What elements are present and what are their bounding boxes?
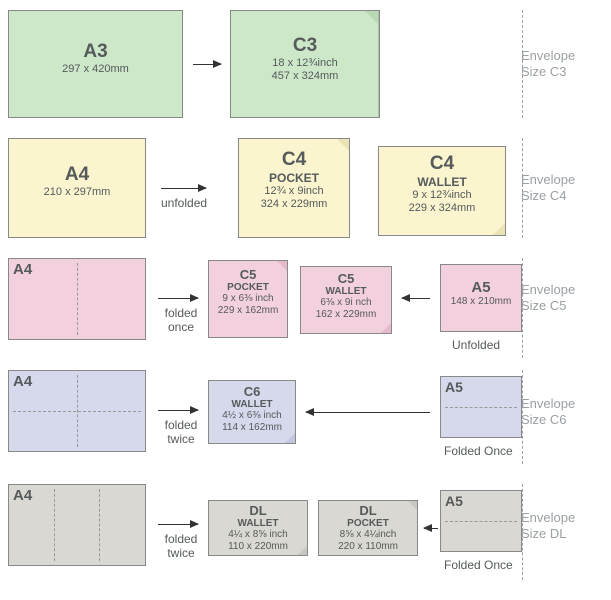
arrow-icon bbox=[158, 524, 198, 525]
envelope-c4-wallet: C4 WALLET 9 x 12¾inch 229 x 324mm bbox=[378, 146, 506, 236]
side-label-c3: Envelope Size C3 bbox=[521, 48, 599, 81]
side-label-c6: Envelope Size C6 bbox=[521, 396, 599, 429]
paper-a4-fold1: A4 bbox=[8, 258, 146, 340]
paper-a4-title: A4 bbox=[9, 164, 145, 186]
arrow-label-folded-once: folded once bbox=[156, 306, 206, 334]
envelope-dl-pocket: DL POCKET 8⅝ x 4¼inch 220 x 110mm bbox=[318, 500, 418, 556]
paper-a4: A4 210 x 297mm bbox=[8, 138, 146, 238]
env-c3-title: C3 bbox=[231, 35, 379, 57]
arrow-icon bbox=[158, 410, 198, 411]
paper-a5-fold1: A5 bbox=[440, 376, 522, 438]
envelope-c5-wallet: C5 WALLET 6⅜ x 9i nch 162 x 229mm bbox=[300, 266, 392, 334]
paper-a4-dims: 210 x 297mm bbox=[9, 186, 145, 199]
paper-a3-dims: 297 x 420mm bbox=[9, 63, 182, 76]
paper-a3: A3 297 x 420mm bbox=[8, 10, 183, 118]
arrow-icon bbox=[424, 528, 438, 529]
arrow-label-folded-twice-dl: folded twice bbox=[156, 532, 206, 560]
side-label-c4: Envelope Size C4 bbox=[521, 172, 599, 205]
paper-a4-fold3: A4 bbox=[8, 484, 146, 566]
paper-a3-title: A3 bbox=[9, 41, 182, 63]
a5-caption-foldonce-dl: Folded Once bbox=[444, 558, 513, 572]
arrow-icon bbox=[161, 188, 206, 189]
arrow-icon bbox=[402, 298, 430, 299]
env-c3-inch: 18 x 12¾inch bbox=[231, 57, 379, 70]
paper-a4-fold2: A4 bbox=[8, 370, 146, 452]
envelope-c3: C3 18 x 12¾inch 457 x 324mm bbox=[230, 10, 380, 118]
paper-a5: A5 148 x 210mm bbox=[440, 264, 522, 332]
envelope-c5-pocket: C5 POCKET 9 x 6⅜ inch 229 x 162mm bbox=[208, 260, 288, 338]
envelope-c6-wallet: C6 WALLET 4½ x 6⅜ inch 114 x 162mm bbox=[208, 380, 296, 444]
arrow-label-folded-twice: folded twice bbox=[156, 418, 206, 446]
envelope-c4-pocket: C4 POCKET 12¾ x 9inch 324 x 229mm bbox=[238, 138, 350, 238]
arrow-icon bbox=[193, 64, 221, 65]
paper-a5-fold-dl: A5 bbox=[440, 490, 522, 552]
side-label-dl: Envelope Size DL bbox=[521, 510, 599, 543]
arrow-icon bbox=[158, 298, 198, 299]
env-c3-mm: 457 x 324mm bbox=[231, 70, 379, 83]
a5-caption-foldonce: Folded Once bbox=[444, 444, 513, 458]
envelope-dl-wallet: DL WALLET 4¼ x 8⅝ inch 110 x 220mm bbox=[208, 500, 308, 556]
arrow-icon bbox=[306, 412, 430, 413]
arrow-label-unfolded: unfolded bbox=[161, 196, 207, 210]
a5-caption-unfolded: Unfolded bbox=[452, 338, 500, 352]
side-label-c5: Envelope Size C5 bbox=[521, 282, 599, 315]
